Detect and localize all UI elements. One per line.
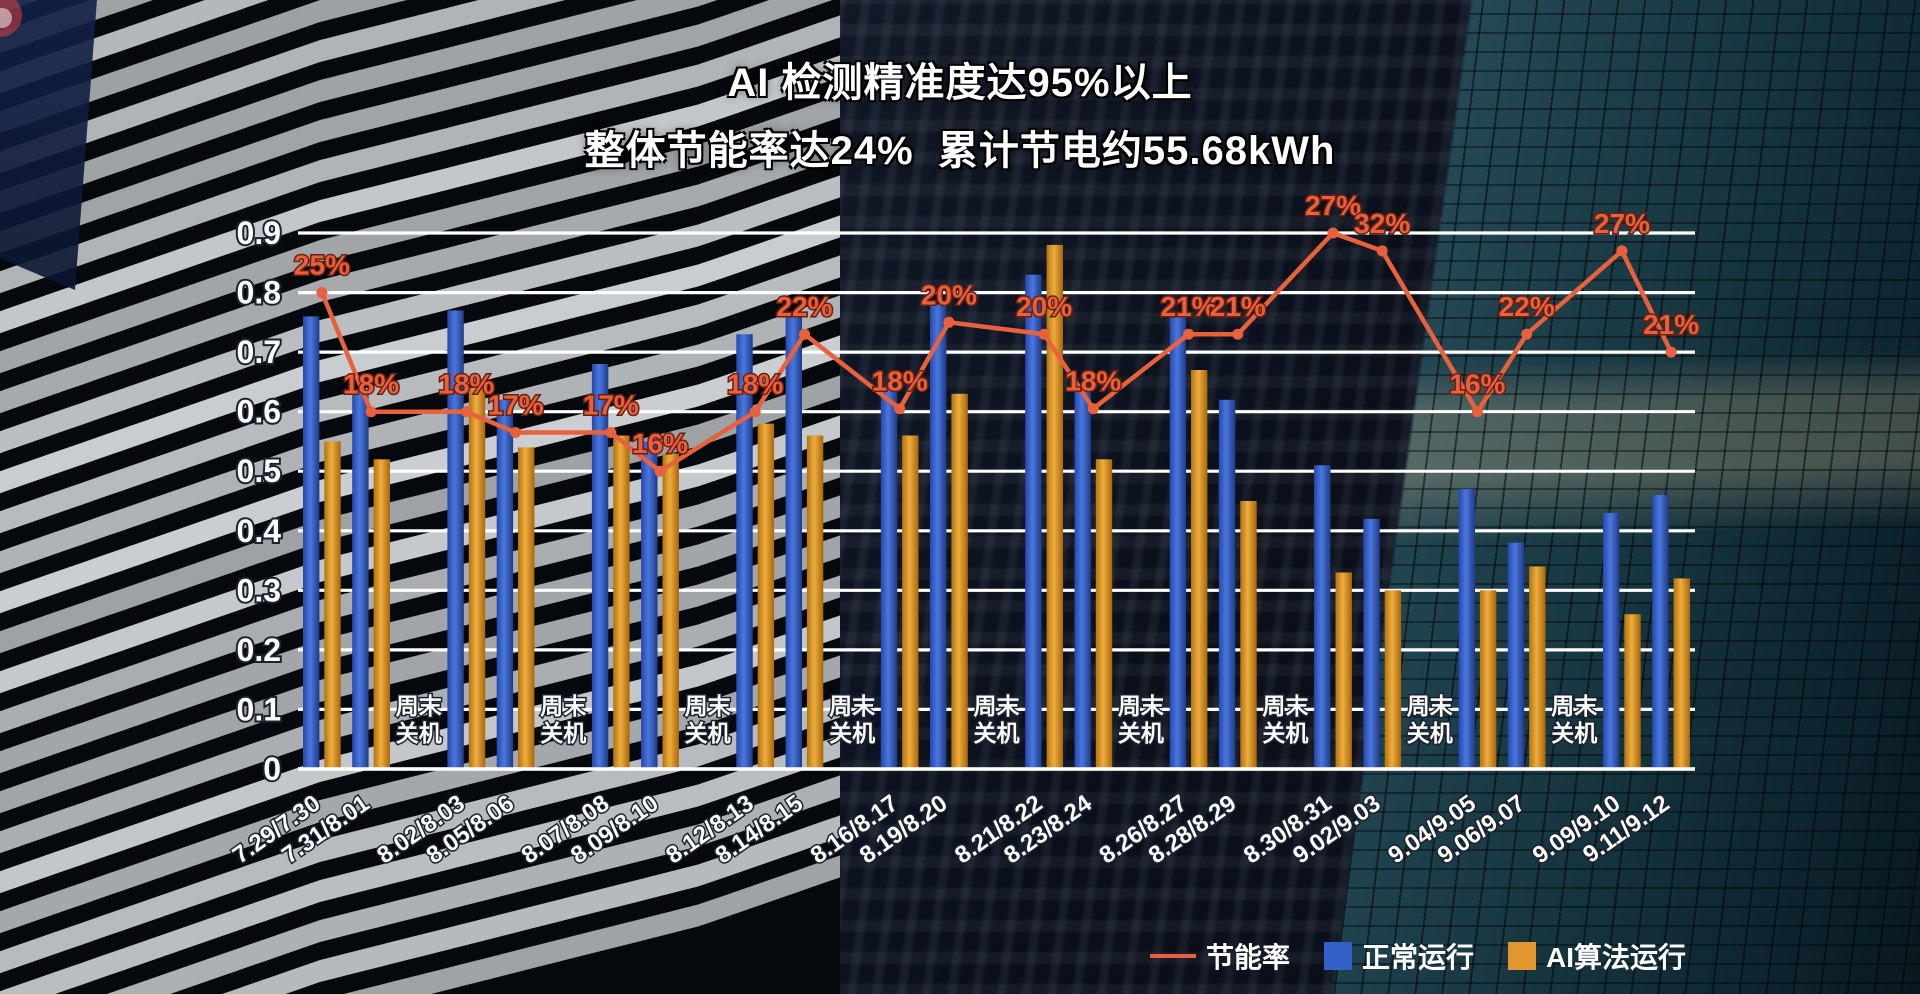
svg-text:0.1: 0.1 — [237, 691, 281, 727]
svg-text:关机: 关机 — [829, 720, 875, 746]
svg-text:0.3: 0.3 — [237, 572, 281, 608]
svg-text:20%: 20% — [1016, 291, 1072, 322]
svg-text:0.4: 0.4 — [237, 513, 282, 549]
svg-text:0.2: 0.2 — [237, 632, 281, 668]
svg-text:16%: 16% — [1449, 369, 1505, 400]
svg-text:周末: 周末 — [396, 693, 443, 719]
svg-text:关机: 关机 — [1551, 720, 1597, 746]
svg-text:关机: 关机 — [1118, 720, 1164, 746]
svg-text:18%: 18% — [1065, 366, 1121, 397]
svg-text:周末: 周末 — [1118, 693, 1165, 719]
svg-text:21%: 21% — [1160, 291, 1216, 322]
svg-text:关机: 关机 — [974, 720, 1020, 746]
svg-text:20%: 20% — [921, 279, 977, 310]
svg-text:关机: 关机 — [396, 720, 442, 746]
svg-text:0.6: 0.6 — [237, 394, 281, 430]
svg-text:周末: 周末 — [974, 693, 1021, 719]
svg-text:0: 0 — [263, 751, 281, 787]
svg-text:22%: 22% — [776, 291, 832, 322]
svg-text:关机: 关机 — [1407, 720, 1453, 746]
svg-text:18%: 18% — [872, 366, 928, 397]
svg-text:21%: 21% — [1210, 291, 1266, 322]
svg-text:关机: 关机 — [540, 720, 586, 746]
svg-text:周末: 周末 — [829, 693, 876, 719]
svg-text:18%: 18% — [727, 369, 783, 400]
svg-text:17%: 17% — [583, 390, 639, 421]
svg-text:周末: 周末 — [1407, 693, 1454, 719]
svg-text:18%: 18% — [343, 369, 399, 400]
svg-text:周末: 周末 — [685, 693, 732, 719]
svg-text:22%: 22% — [1499, 291, 1555, 322]
svg-text:周末: 周末 — [1262, 693, 1309, 719]
svg-text:关机: 关机 — [1262, 720, 1308, 746]
svg-text:0.5: 0.5 — [237, 453, 281, 489]
svg-text:21%: 21% — [1643, 309, 1699, 340]
svg-text:16%: 16% — [632, 428, 688, 459]
svg-text:0.7: 0.7 — [237, 334, 281, 370]
svg-text:周末: 周末 — [1551, 693, 1598, 719]
svg-text:25%: 25% — [294, 250, 350, 281]
svg-text:27%: 27% — [1305, 190, 1361, 221]
svg-text:0.9: 0.9 — [237, 215, 281, 251]
svg-text:18%: 18% — [438, 369, 494, 400]
svg-text:0.8: 0.8 — [237, 275, 281, 311]
svg-text:32%: 32% — [1354, 208, 1410, 239]
svg-text:周末: 周末 — [540, 693, 587, 719]
svg-text:27%: 27% — [1594, 208, 1650, 239]
svg-text:关机: 关机 — [685, 720, 731, 746]
svg-text:17%: 17% — [488, 390, 544, 421]
